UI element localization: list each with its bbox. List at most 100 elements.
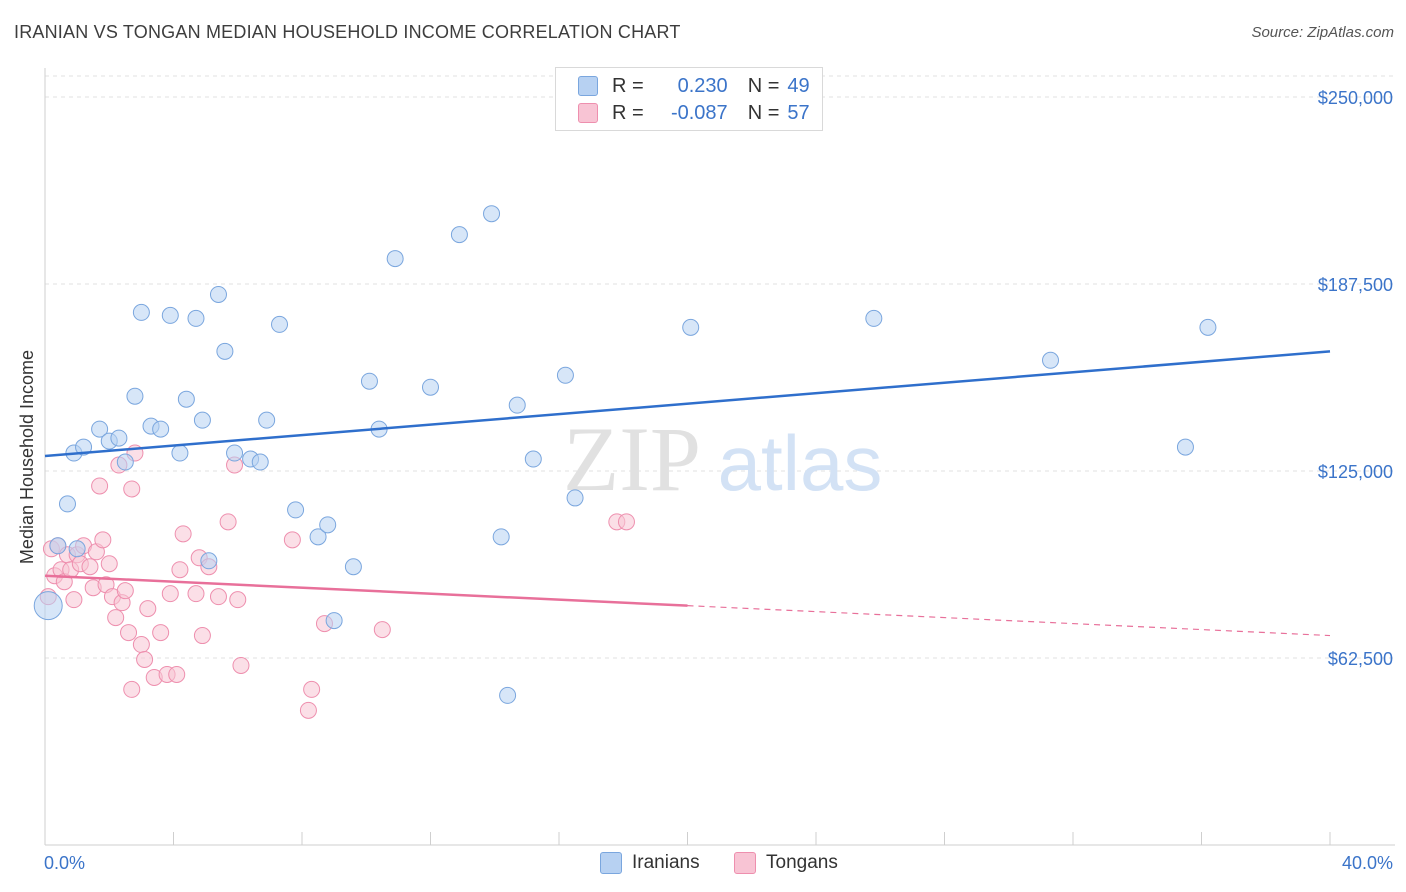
- tongan-point: [283, 531, 301, 549]
- tongan-point: [116, 582, 134, 600]
- legend-row-tongan: R = -0.087 N = 57: [578, 100, 810, 126]
- iranian-point: [226, 444, 244, 462]
- tongan-point: [299, 701, 317, 719]
- y-tick-label: $187,500: [1318, 275, 1393, 295]
- tongan-point: [161, 585, 179, 603]
- tongan-point: [229, 591, 247, 609]
- y-axis-label: Median Household Income: [17, 350, 37, 564]
- iranian-point: [287, 501, 305, 519]
- iranian-point: [251, 453, 269, 471]
- iranian-r-value: 0.230: [677, 74, 728, 97]
- y-tick-label: $125,000: [1318, 462, 1393, 482]
- axes: [44, 68, 1395, 846]
- iranian-point: [126, 387, 144, 405]
- tongan-point: [107, 609, 125, 627]
- tongan-point: [174, 525, 192, 543]
- iranians-swatch: [600, 852, 622, 874]
- x-tick-label: 0.0%: [44, 853, 85, 873]
- iranian-point: [116, 453, 134, 471]
- tongan-n-value: 57: [787, 101, 810, 124]
- iranian-point: [193, 411, 211, 429]
- iranian-point: [171, 444, 189, 462]
- iranian-point: [75, 438, 93, 456]
- iranian-point: [177, 390, 195, 408]
- watermark: ZIP atlas: [563, 408, 882, 510]
- iranian-point: [508, 396, 526, 414]
- tongan-point: [152, 624, 170, 642]
- iranian-swatch: [578, 76, 598, 96]
- source-label: Source: ZipAtlas.com: [1251, 24, 1394, 41]
- tongan-point: [120, 624, 138, 642]
- iranian-point: [524, 450, 542, 468]
- scatter-points: [33, 205, 1217, 719]
- iranian-point: [33, 591, 63, 621]
- tongan-point: [94, 531, 112, 549]
- iranian-n-value: 49: [787, 74, 810, 97]
- x-tick-label: 40.0%: [1342, 853, 1393, 873]
- iranian-point: [161, 306, 179, 324]
- correlation-legend: R = 0.230 N = 49 R = -0.087 N = 57: [555, 67, 823, 131]
- iranian-point: [209, 285, 227, 303]
- tongan-r-value: -0.087: [670, 101, 728, 124]
- iranian-point: [68, 540, 86, 558]
- iranian-point: [271, 315, 289, 333]
- iranian-point: [258, 411, 276, 429]
- tongan-point: [209, 588, 227, 606]
- tongan-point: [168, 665, 186, 683]
- iranian-point: [1199, 318, 1217, 336]
- tongans-swatch: [734, 852, 756, 874]
- gridlines: [45, 75, 1395, 659]
- tongan-point: [91, 477, 109, 495]
- iranian-point: [556, 366, 574, 384]
- iranian-point: [309, 528, 327, 546]
- iranian-point: [325, 612, 343, 630]
- tongan-r-label: R =: [612, 101, 644, 124]
- tongan-point: [219, 513, 237, 531]
- tongan-point: [132, 636, 150, 654]
- y-tick-label: $62,500: [1328, 649, 1393, 669]
- tongan-swatch: [578, 103, 598, 123]
- iranian-point: [58, 495, 76, 513]
- tongans-label: Tongans: [766, 852, 838, 873]
- tongan-point: [171, 561, 189, 579]
- tongan-point: [123, 680, 141, 698]
- tongan-point: [136, 650, 154, 668]
- watermark-zip: ZIP: [563, 408, 701, 510]
- iranian-point: [360, 372, 378, 390]
- bottom-legend-tongans: Tongans: [734, 852, 838, 874]
- x-tick-labels: 0.0% 40.0%: [44, 853, 1393, 873]
- tongan-point: [187, 585, 205, 603]
- iranian-trend-line: [44, 350, 1331, 458]
- iranian-point: [422, 378, 439, 396]
- tongan-trend-line-dashed: [687, 605, 1331, 637]
- y-tick-labels: $62,500 $125,000 $187,500 $250,000: [1318, 88, 1393, 669]
- tongan-point: [139, 600, 157, 618]
- watermark-atlas: atlas: [718, 419, 883, 507]
- iranian-point: [110, 429, 128, 447]
- legend-row-iranian: R = 0.230 N = 49: [578, 73, 810, 99]
- iranian-point: [187, 309, 205, 327]
- iranian-point: [450, 226, 468, 244]
- iranian-point: [49, 537, 67, 555]
- tongan-point: [81, 558, 99, 576]
- iranian-point: [566, 489, 584, 507]
- chart-title: IRANIAN VS TONGAN MEDIAN HOUSEHOLD INCOM…: [14, 22, 681, 42]
- iranian-point: [200, 552, 218, 570]
- iranian-point: [344, 558, 362, 576]
- iranian-r-label: R =: [612, 74, 644, 97]
- tongan-point: [303, 680, 321, 698]
- iranian-point: [483, 205, 501, 223]
- trend-lines: [44, 350, 1331, 637]
- iranian-point: [132, 303, 150, 321]
- bottom-legend-iranians: Iranians: [600, 852, 700, 874]
- tongan-point: [373, 621, 391, 639]
- tongan-trend-line: [44, 574, 688, 607]
- tongan-point: [123, 480, 141, 498]
- tongan-point: [65, 591, 83, 609]
- iranian-point: [1176, 438, 1194, 456]
- tongan-point: [232, 656, 250, 674]
- iranian-point: [216, 342, 234, 360]
- iranian-point: [1042, 351, 1060, 369]
- tongan-point: [617, 513, 635, 531]
